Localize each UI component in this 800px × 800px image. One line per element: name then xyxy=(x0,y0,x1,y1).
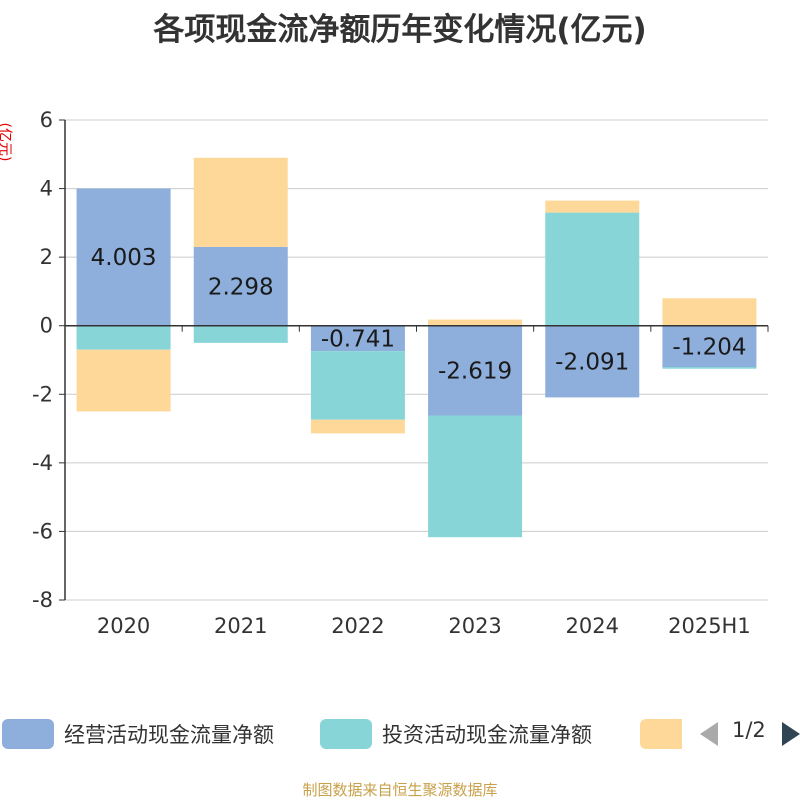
legend-swatch-financing xyxy=(640,719,682,749)
y-tick-label: -8 xyxy=(32,588,53,612)
x-tick-label: 2023 xyxy=(448,614,501,638)
y-tick-label: 0 xyxy=(40,314,53,338)
bar-segment-series-0 xyxy=(310,325,405,352)
bar-segment-series-1 xyxy=(76,325,171,350)
data-label: -0.741 xyxy=(321,326,395,352)
y-tick-label: -6 xyxy=(32,519,53,543)
bar-segment-series-2 xyxy=(76,349,171,412)
bar-chart: 6 4 2 0 -2 -4 -6 -8 2020 2021 2022 2023 2024 2025H1 4… xyxy=(32,108,769,638)
source-note: 制图数据来自恒生聚源数据库 xyxy=(302,781,498,799)
data-label: 2.298 xyxy=(208,274,274,300)
y-tick-label: 6 xyxy=(40,108,53,132)
bar-segment-series-1 xyxy=(662,366,757,369)
data-label: -2.619 xyxy=(438,359,512,385)
bar-segment-series-1 xyxy=(545,212,640,326)
bar-segment-series-1 xyxy=(193,325,288,343)
data-label: -1.204 xyxy=(672,334,746,360)
legend-item-investing[interactable]: 投资活动现金流量净额 xyxy=(320,716,592,752)
x-tick-label: 2025H1 xyxy=(668,614,751,638)
legend-next-icon[interactable] xyxy=(782,722,800,746)
axes: 6 4 2 0 -2 -4 -6 -8 2020 2021 2022 2023 2024 2025H1 xyxy=(32,108,769,638)
data-label: -2.091 xyxy=(555,350,629,376)
legend-item-operating[interactable]: 经营活动现金流量净额 xyxy=(2,716,274,752)
y-tick-label: -2 xyxy=(32,382,53,406)
bars xyxy=(76,157,757,538)
legend-swatch-operating xyxy=(2,719,54,749)
legend-item-financing[interactable] xyxy=(640,716,682,752)
x-tick-label: 2021 xyxy=(214,614,267,638)
bar-segment-series-0 xyxy=(76,188,171,326)
bar-segment-series-2 xyxy=(662,298,757,326)
y-tick-label: 2 xyxy=(40,245,53,269)
legend-pager: 1/2 xyxy=(732,718,766,742)
bar-segment-series-2 xyxy=(545,200,640,213)
bar-segment-series-1 xyxy=(310,351,405,420)
bar-segment-series-0 xyxy=(193,246,288,326)
bar-segment-series-2 xyxy=(310,419,405,434)
bar-segment-series-2 xyxy=(428,319,523,326)
legend-label-operating: 经营活动现金流量净额 xyxy=(64,723,274,747)
y-tick-label: -4 xyxy=(32,451,53,475)
data-labels: 4.003 2.298 -0.741 -2.619 -2.091 -1.204 xyxy=(91,245,747,385)
x-tick-label: 2020 xyxy=(97,614,150,638)
bar-segment-series-2 xyxy=(193,157,288,247)
bar-segment-series-0 xyxy=(428,325,523,416)
bar-segment-series-1 xyxy=(428,415,523,538)
bar-segment-series-0 xyxy=(662,325,757,367)
legend-swatch-investing xyxy=(320,719,372,749)
legend-label-investing: 投资活动现金流量净额 xyxy=(382,723,592,747)
data-label: 4.003 xyxy=(91,245,157,271)
y-tick-label: 4 xyxy=(40,177,53,201)
bar-segment-series-0 xyxy=(545,325,640,398)
x-tick-label: 2024 xyxy=(566,614,619,638)
chart-title: 各项现金流净额历年变化情况(亿元) xyxy=(153,12,647,48)
legend-prev-icon[interactable] xyxy=(700,722,718,746)
legend: 经营活动现金流量净额 投资活动现金流量净额 xyxy=(0,716,800,756)
x-tick-label: 2022 xyxy=(331,614,384,638)
grid-lines xyxy=(65,119,768,601)
